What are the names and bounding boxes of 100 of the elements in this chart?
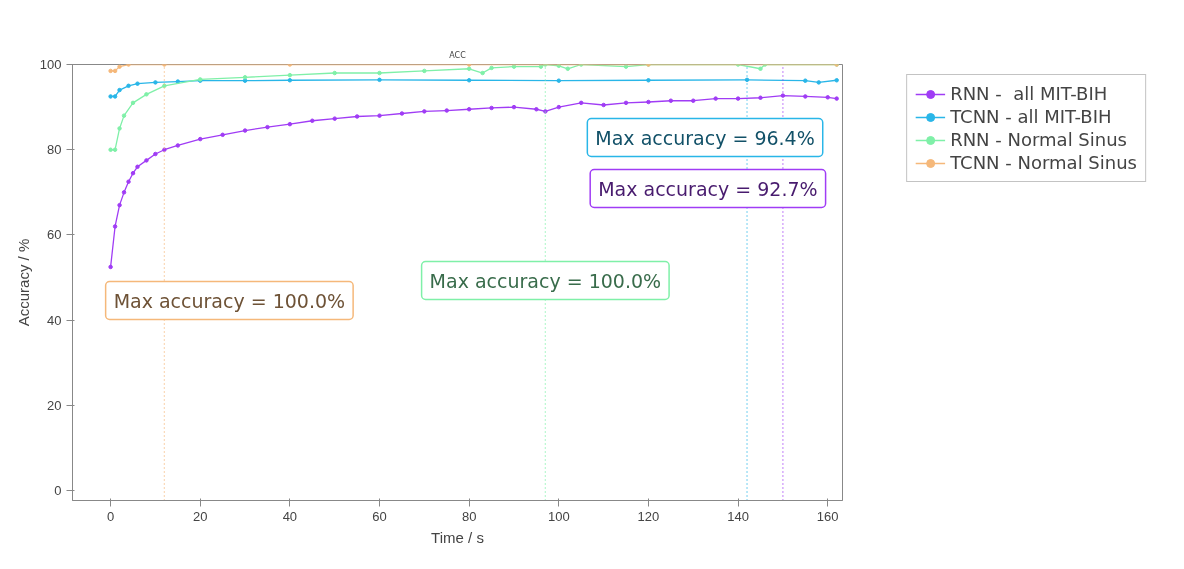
- point: [422, 109, 427, 114]
- point: [108, 264, 113, 270]
- point: [422, 68, 427, 74]
- point: [175, 143, 181, 148]
- point: [758, 95, 763, 100]
- point: [377, 77, 382, 83]
- point: [758, 66, 763, 72]
- point: [112, 94, 118, 99]
- y-tick-label: 100: [39, 57, 62, 72]
- point: [399, 111, 405, 116]
- point: [556, 104, 562, 110]
- point: [242, 128, 248, 133]
- point: [287, 78, 293, 83]
- point: [466, 107, 472, 112]
- point: [489, 105, 494, 111]
- point: [543, 109, 548, 114]
- point: [816, 80, 821, 85]
- point: [466, 66, 472, 72]
- point: [354, 114, 360, 119]
- point: [175, 79, 181, 84]
- point: [310, 118, 315, 123]
- point: [197, 136, 203, 142]
- point: [130, 170, 136, 176]
- point: [126, 83, 131, 89]
- point: [108, 147, 113, 152]
- y-tick-label: 40: [47, 312, 62, 328]
- x-tick-label: 160: [816, 508, 839, 524]
- point: [220, 132, 225, 138]
- y-axis-title: Accuracy / %: [14, 238, 32, 327]
- point: [153, 80, 158, 85]
- x-tick-label: 0: [106, 508, 115, 524]
- x-tick-label: 20: [193, 508, 208, 524]
- point: [117, 126, 122, 131]
- point: [668, 98, 674, 103]
- annotation: Max accuracy = 100.0%: [429, 269, 662, 292]
- point: [834, 96, 839, 101]
- point: [538, 64, 544, 69]
- x-tick-label: 80: [461, 508, 477, 524]
- point: [130, 100, 136, 106]
- point: [646, 78, 651, 83]
- y-tick-label: 0: [54, 483, 62, 499]
- chart-title: ACC: [449, 50, 467, 60]
- point: [601, 102, 606, 108]
- annotation: Max accuracy = 100.0%: [113, 289, 346, 312]
- point: [117, 64, 122, 69]
- point: [646, 99, 651, 105]
- point: [153, 151, 158, 157]
- point: [117, 202, 122, 208]
- point: [121, 113, 127, 118]
- legend-label: TCNN - Normal Sinus: [950, 152, 1137, 173]
- x-tick-label: 100: [547, 508, 570, 524]
- point: [825, 95, 830, 100]
- x-tick-label: 60: [372, 508, 387, 524]
- point: [466, 78, 472, 83]
- point: [112, 224, 118, 229]
- point: [556, 64, 562, 69]
- point: [578, 100, 584, 106]
- point: [735, 96, 741, 101]
- legend-label: TCNN - all MIT-BIH: [950, 106, 1112, 127]
- point: [511, 64, 517, 69]
- y-tick-label: 60: [47, 227, 62, 243]
- point: [780, 93, 786, 98]
- point: [117, 87, 122, 93]
- x-tick-label: 40: [282, 508, 298, 524]
- point: [623, 100, 629, 106]
- point: [126, 179, 131, 184]
- point: [803, 94, 808, 99]
- point: [691, 98, 696, 103]
- point: [565, 66, 571, 72]
- point: [135, 81, 140, 86]
- point: [803, 78, 808, 83]
- point: [744, 77, 750, 83]
- y-tick-label: 80: [47, 142, 62, 158]
- point: [144, 92, 149, 97]
- point: [480, 70, 485, 76]
- point: [332, 116, 337, 121]
- point: [332, 70, 337, 76]
- y-tick-label: 20: [47, 397, 62, 413]
- point: [112, 147, 118, 152]
- point: [108, 68, 113, 74]
- point: [834, 78, 839, 83]
- point: [444, 108, 449, 113]
- point: [511, 104, 517, 110]
- point: [162, 147, 167, 152]
- point: [121, 190, 127, 195]
- point: [144, 158, 149, 163]
- annotation: Max accuracy = 92.7%: [598, 177, 818, 200]
- point: [135, 164, 140, 170]
- point: [377, 113, 382, 118]
- point: [489, 65, 494, 71]
- legend-label: RNN - all MIT-BIH: [950, 83, 1108, 104]
- point: [126, 64, 131, 67]
- point: [162, 83, 167, 89]
- point: [112, 68, 118, 74]
- point: [377, 70, 382, 76]
- point: [534, 107, 539, 112]
- point: [556, 78, 562, 83]
- x-axis-title: Time / s: [431, 528, 484, 546]
- point: [287, 72, 293, 78]
- point: [623, 64, 629, 69]
